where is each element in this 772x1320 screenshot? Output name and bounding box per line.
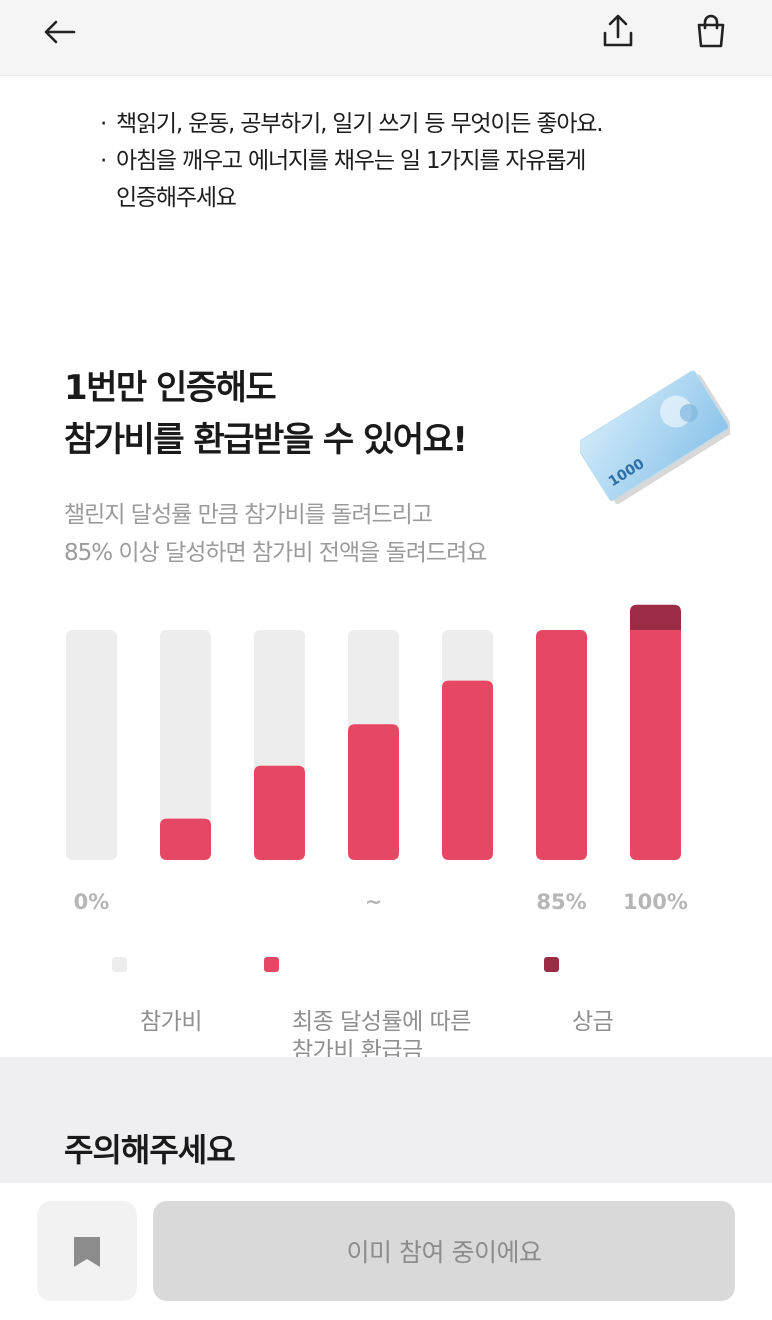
legend-swatch-prize [544,957,559,972]
bar-refund [254,765,305,860]
legend-swatch-fee [112,957,127,972]
bottom-action-bar: 이미 참여 중이에요 [0,1183,772,1320]
x-tick-label: 85% [536,890,587,914]
legend-item-prize: 상금 [544,950,614,1066]
x-tick-label: ~ [364,890,383,914]
certification-rules: 책읽기, 운동, 공부하기, 일기 쓰기 등 무엇이든 좋아요. 아침을 깨우고… [100,106,700,217]
top-navigation-bar [0,0,772,76]
bar-refund [536,630,587,860]
refund-headline: 1번만 인증해도 참가비를 환급받을 수 있어요! [64,368,468,460]
legend-swatch-refund [264,957,279,972]
already-joined-button[interactable]: 이미 참여 중이에요 [153,1201,735,1301]
bar-prize [630,604,681,632]
notice-title: 주의해주세요 [64,1131,236,1169]
bar-fee [66,630,117,860]
bookmark-icon [74,1237,100,1267]
chart-legend: 참가비 최종 달성률에 따른 참가비 환급금 상금 [112,950,712,1064]
back-arrow-icon[interactable] [40,12,80,52]
rule-item: 책읽기, 운동, 공부하기, 일기 쓰기 등 무엇이든 좋아요. [100,106,700,143]
notice-section: 주의해주세요 [0,1057,772,1187]
bar-refund [160,818,211,860]
share-icon[interactable] [598,12,638,52]
refund-bar-chart [66,604,681,860]
legend-item-fee: 참가비 [112,950,202,1066]
bookmark-button[interactable] [37,1201,137,1301]
rule-item: 아침을 깨우고 에너지를 채우는 일 1가지를 자유롭게 인증해주세요 [100,143,700,217]
bar-fee [160,630,211,860]
legend-label-fee: 참가비 [140,1009,202,1035]
bar-refund [630,630,681,860]
legend-label-prize: 상금 [572,1009,614,1035]
money-bill-illustration: 1000 [580,370,730,505]
refund-description: 챌린지 달성률 만큼 참가비를 돌려드리고 85% 이상 달성하면 참가비 전액… [64,502,487,566]
bar-refund [442,680,493,860]
x-tick-label: 100% [623,890,688,914]
shopping-bag-icon[interactable] [691,12,731,52]
x-tick-label: 0% [73,890,110,914]
refund-chart: 0% ~85% 100% [0,590,772,930]
bar-refund [348,724,399,860]
